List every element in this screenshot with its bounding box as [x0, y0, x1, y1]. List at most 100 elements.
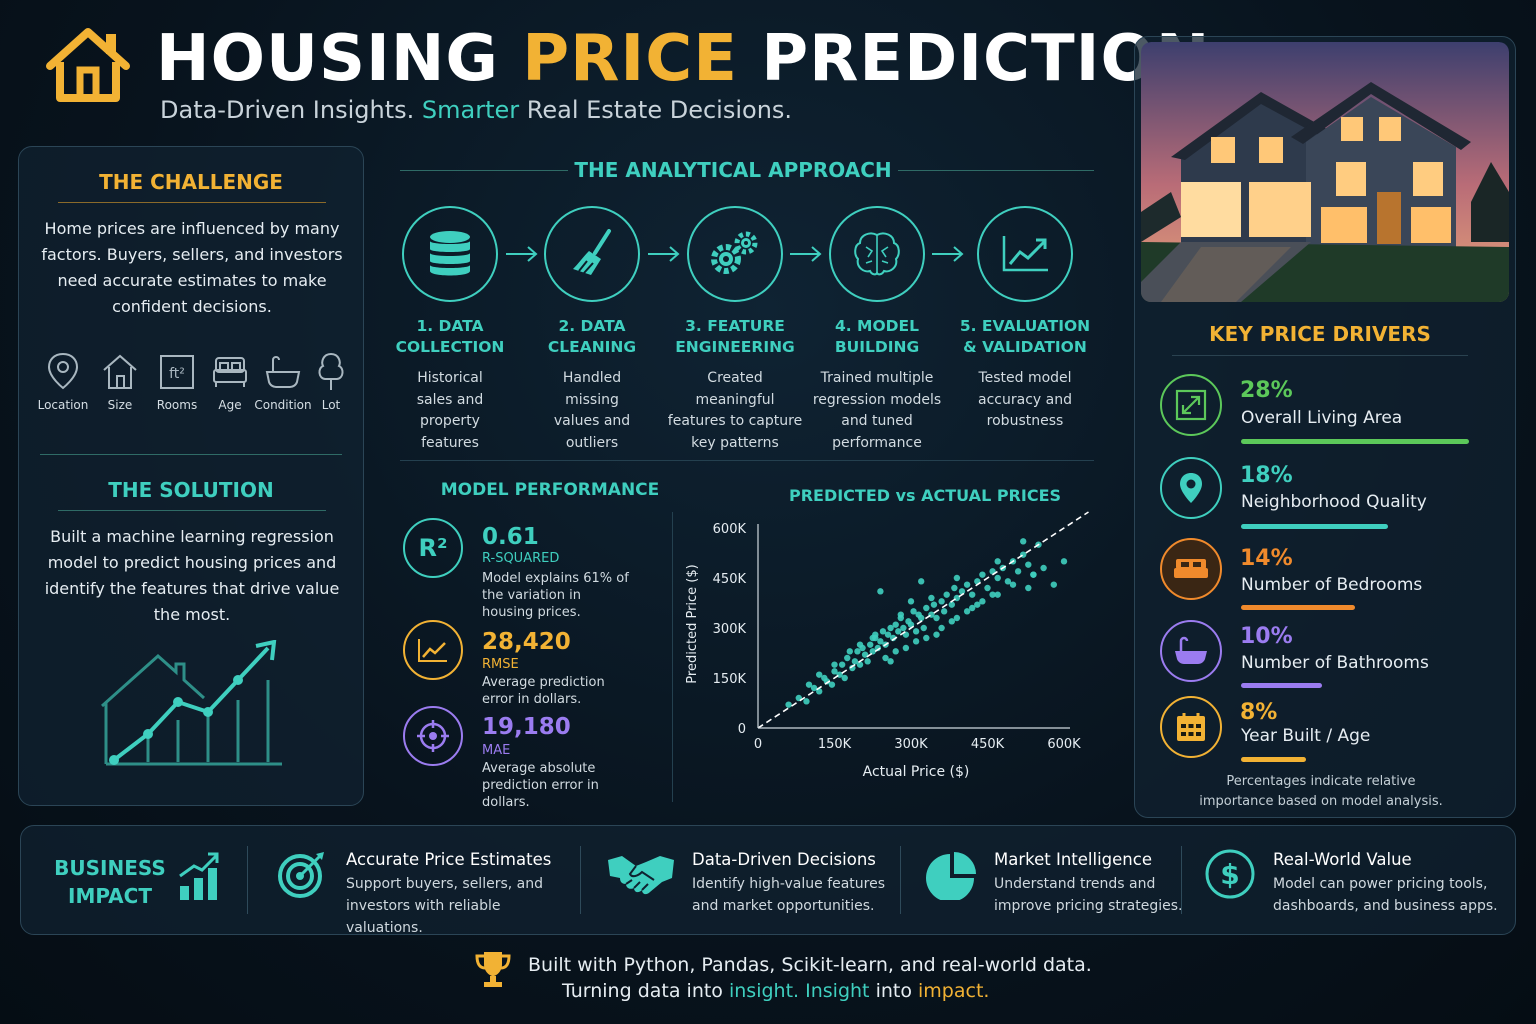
step-desc: Created meaningful features to capture k…: [667, 370, 803, 451]
scatter-point: [943, 591, 950, 598]
driver-pct: 8%: [1240, 700, 1278, 725]
impact-separator: [247, 846, 248, 914]
step-desc: Historical sales and property features: [416, 370, 484, 451]
r-squared-label: R-SQUARED: [482, 551, 560, 566]
scatter-point: [816, 671, 823, 678]
impact-item-title: Real-World Value: [1273, 850, 1412, 869]
impact-separator: [900, 846, 901, 914]
step-title: 2. DATA CLEANING: [547, 317, 637, 356]
arrow-right-icon: [790, 246, 822, 262]
scatter-point: [1014, 568, 1022, 575]
impact-item-title: Accurate Price Estimates: [346, 850, 552, 869]
scatter-point: [1050, 581, 1057, 588]
driver-label: Year Built / Age: [1241, 726, 1371, 746]
scatter-point: [856, 641, 864, 648]
y-tick-label: 150K: [713, 672, 747, 687]
scatter-point: [1060, 558, 1068, 565]
scatter-point: [969, 591, 976, 598]
handshake-icon: [608, 856, 674, 895]
drivers-title: KEY PRICE DRIVERS: [1209, 322, 1431, 346]
growth-bars-icon: [179, 852, 219, 900]
scatter-point: [892, 648, 899, 655]
challenge-text: Home prices are influenced by many facto…: [41, 219, 343, 316]
factor-label: Condition: [254, 398, 312, 412]
scatter-point: [938, 598, 945, 605]
challenge-rule: [58, 202, 326, 203]
step-desc: Handled missing values and outliers: [553, 370, 631, 451]
square-feet-icon: ft²: [160, 355, 194, 389]
impact-item-desc: Model can power pricing tools, dashboard…: [1273, 876, 1498, 914]
step-data-cleaning: 2. DATA CLEANING Handled missing values a…: [522, 206, 662, 454]
location-pin-icon: [1160, 457, 1222, 519]
mae-desc: Average absolute prediction error in dol…: [482, 761, 599, 810]
scatter-point: [844, 654, 851, 662]
rmse-desc: Average prediction error in dollars.: [482, 675, 605, 707]
y-tick-label: 450K: [713, 572, 747, 587]
y-axis-label: Predicted Price ($): [685, 564, 700, 683]
r-squared-value: 0.61: [482, 524, 539, 550]
arrow-right-icon: [932, 246, 964, 262]
scatter-point: [851, 658, 859, 665]
scatter-point: [838, 661, 846, 668]
r-squared-glyph: R²: [418, 534, 448, 562]
scatter-point: [854, 648, 861, 655]
approach-rule-right: [898, 170, 1094, 171]
driver-pct: 28%: [1240, 378, 1293, 403]
target-arrow-icon: [278, 852, 324, 898]
factor-label: Lot: [321, 398, 341, 412]
scatter-point: [892, 621, 899, 628]
mae-label: MAE: [482, 743, 511, 758]
scatter-point: [895, 628, 902, 635]
bed-icon: [1160, 538, 1222, 600]
trend-chart-icon: [1002, 236, 1048, 272]
y-tick-label: 0: [738, 722, 746, 737]
house-logo-icon: [46, 28, 130, 102]
scatter-point: [831, 661, 838, 668]
driver-label: Number of Bedrooms: [1241, 575, 1423, 595]
tree-icon: [318, 352, 344, 390]
step-title: 4. MODEL BUILDING: [834, 317, 920, 356]
x-tick-label: 0: [754, 737, 762, 752]
factor-condition: Condition: [250, 350, 316, 412]
scatter-point: [887, 658, 894, 665]
scatter-point: [948, 618, 955, 625]
scatter-point: [828, 681, 836, 688]
scatter-point: [884, 631, 892, 638]
driver-label: Number of Bathrooms: [1241, 653, 1429, 673]
scatter-point: [969, 604, 976, 612]
step-icon-circle: [977, 206, 1073, 302]
scatter-point: [933, 631, 940, 638]
driver-bar: [1241, 524, 1388, 529]
scatter-point: [948, 601, 955, 608]
driver-pct: 10%: [1240, 624, 1293, 649]
impact-title: BUSINESS IMPACT: [54, 856, 166, 908]
scatter-point: [923, 634, 930, 642]
scatter-point: [979, 598, 986, 605]
trophy-icon: [475, 952, 511, 987]
scatter-point: [974, 601, 981, 608]
driver-pct: 14%: [1240, 546, 1293, 571]
dollar-icon: $: [1205, 849, 1255, 899]
challenge-solution-panel: [18, 146, 364, 806]
house-photo: [1141, 42, 1509, 302]
scatter-point: [856, 661, 864, 668]
scatter-point: [1009, 581, 1017, 588]
impact-panel: [20, 825, 1516, 935]
scatter-point: [810, 684, 818, 692]
challenge-title: THE CHALLENGE: [99, 170, 283, 194]
scatter-point: [849, 664, 856, 672]
scatter-point: [900, 624, 907, 632]
impact-item-title: Data-Driven Decisions: [692, 850, 876, 869]
factor-location: Location: [30, 350, 96, 412]
house-icon: [103, 354, 137, 389]
step-title: 1. DATA COLLECTION: [395, 317, 505, 356]
x-tick-label: 600K: [1047, 737, 1081, 752]
scatter-point: [805, 681, 813, 688]
scatter-point: [953, 614, 961, 622]
scatter-point: [940, 608, 948, 615]
scatter-point: [928, 594, 935, 602]
solution-title: THE SOLUTION: [108, 478, 274, 502]
scatter-point: [994, 558, 1001, 565]
scatter-point: [994, 574, 1001, 582]
pie-chart-icon: [926, 852, 976, 900]
